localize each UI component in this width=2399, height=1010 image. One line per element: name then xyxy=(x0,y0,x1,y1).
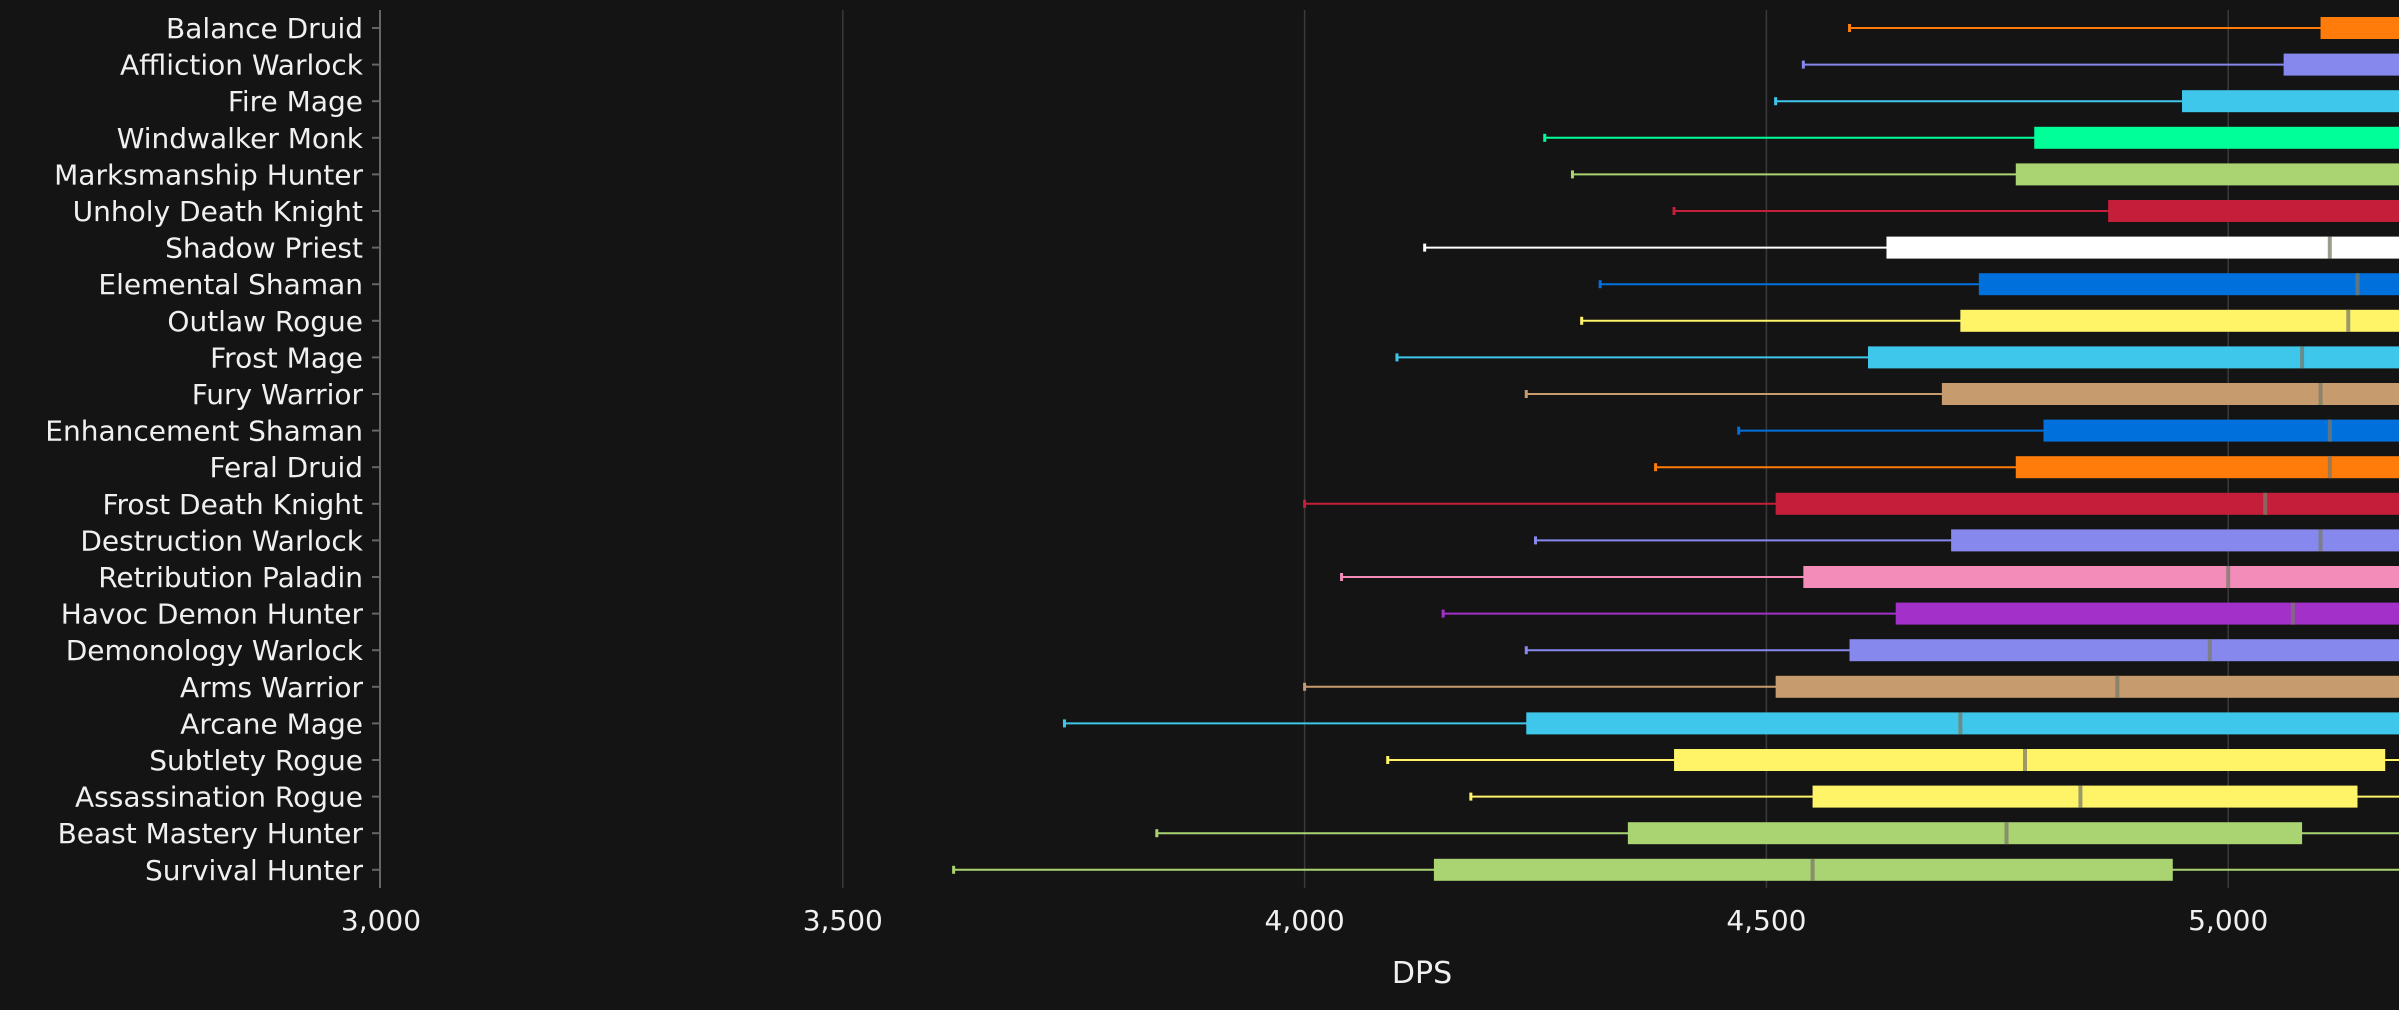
x-tick-label: 4,000 xyxy=(1265,904,1345,937)
iqr-box xyxy=(2320,17,2399,39)
category-label: Windwalker Monk xyxy=(117,122,364,155)
category-label: Shadow Priest xyxy=(165,232,363,265)
row-beast-mastery-hunter: Beast Mastery Hunter xyxy=(58,817,2399,850)
x-tick-label: 3,000 xyxy=(341,904,421,937)
iqr-box xyxy=(1775,675,2399,698)
row-subtlety-rogue: Subtlety Rogue xyxy=(149,744,2399,777)
category-label: Survival Hunter xyxy=(145,854,364,887)
row-marksmanship-hunter: Marksmanship Hunter xyxy=(54,158,2399,191)
row-outlaw-rogue: Outlaw Rogue xyxy=(167,305,2399,338)
row-enhancement-shaman: Enhancement Shaman xyxy=(45,415,2399,448)
category-label: Retribution Paladin xyxy=(98,561,363,594)
category-label: Enhancement Shaman xyxy=(45,415,363,448)
iqr-box xyxy=(2015,456,2399,479)
x-axis-title: DPS xyxy=(1392,956,1452,991)
iqr-box xyxy=(1960,309,2399,332)
category-label: Arcane Mage xyxy=(180,707,363,740)
row-shadow-priest: Shadow Priest xyxy=(165,232,2399,265)
category-label: Unholy Death Knight xyxy=(73,195,363,228)
row-fury-warrior: Fury Warrior xyxy=(192,378,2399,411)
category-label: Fury Warrior xyxy=(192,378,364,411)
category-label: Arms Warrior xyxy=(180,671,363,704)
iqr-box xyxy=(1895,602,2399,625)
iqr-box xyxy=(2043,419,2399,442)
x-tick-label: 4,500 xyxy=(1726,904,1806,937)
row-fire-mage: Fire Mage xyxy=(228,85,2399,118)
row-frost-death-knight: Frost Death Knight xyxy=(102,488,2399,521)
iqr-box xyxy=(1526,712,2399,735)
category-label: Assassination Rogue xyxy=(75,781,363,814)
iqr-box xyxy=(1775,492,2399,515)
iqr-box xyxy=(1849,639,2399,662)
category-label: Balance Druid xyxy=(166,12,363,45)
category-label: Subtlety Rogue xyxy=(149,744,363,777)
iqr-box xyxy=(1978,273,2399,296)
category-label: Frost Death Knight xyxy=(102,488,363,521)
row-destruction-warlock: Destruction Warlock xyxy=(80,524,2399,557)
row-elemental-shaman: Elemental Shaman xyxy=(98,268,2399,301)
iqr-box xyxy=(2182,90,2399,113)
iqr-box xyxy=(1951,529,2399,552)
row-feral-druid: Feral Druid xyxy=(209,451,2399,484)
iqr-box xyxy=(1886,236,2399,259)
grid-layer xyxy=(842,10,2229,888)
row-retribution-paladin: Retribution Paladin xyxy=(98,561,2399,594)
x-tick-label: 3,500 xyxy=(803,904,883,937)
row-demonology-warlock: Demonology Warlock xyxy=(66,634,2399,667)
row-affliction-warlock: Affliction Warlock xyxy=(120,49,2399,82)
iqr-box xyxy=(1941,383,2399,405)
category-label: Beast Mastery Hunter xyxy=(58,817,364,850)
row-windwalker-monk: Windwalker Monk xyxy=(117,122,2399,155)
x-tick-label: 5,000 xyxy=(2188,904,2268,937)
iqr-box xyxy=(1674,749,2386,771)
iqr-box xyxy=(1627,822,2303,845)
row-havoc-demon-hunter: Havoc Demon Hunter xyxy=(61,598,2399,631)
row-balance-druid: Balance Druid xyxy=(166,12,2399,45)
category-label: Demonology Warlock xyxy=(66,634,364,667)
row-frost-mage: Frost Mage xyxy=(210,341,2399,374)
row-arcane-mage: Arcane Mage xyxy=(180,707,2399,740)
iqr-box xyxy=(2015,163,2399,186)
category-label: Frost Mage xyxy=(210,341,363,374)
iqr-box xyxy=(1867,346,2399,369)
iqr-box xyxy=(1803,566,2399,588)
iqr-box xyxy=(1812,785,2358,808)
category-label: Marksmanship Hunter xyxy=(54,158,363,191)
row-assassination-rogue: Assassination Rogue xyxy=(75,781,2399,814)
category-label: Feral Druid xyxy=(209,451,363,484)
row-arms-warrior: Arms Warrior xyxy=(180,671,2399,704)
row-survival-hunter: Survival Hunter xyxy=(145,854,2399,887)
category-label: Outlaw Rogue xyxy=(167,305,363,338)
iqr-box xyxy=(2283,53,2399,76)
iqr-box xyxy=(2034,126,2399,149)
category-label: Affliction Warlock xyxy=(120,49,364,82)
category-label: Elemental Shaman xyxy=(98,268,363,301)
iqr-box xyxy=(1433,858,2173,881)
axis-layer: 3,0003,5004,0004,5005,0005,5006,0006,500… xyxy=(341,10,2268,937)
category-label: Havoc Demon Hunter xyxy=(61,598,364,631)
category-label: Fire Mage xyxy=(228,85,363,118)
category-label: Destruction Warlock xyxy=(80,524,363,557)
row-unholy-death-knight: Unholy Death Knight xyxy=(73,195,2399,228)
iqr-box xyxy=(2108,200,2399,222)
